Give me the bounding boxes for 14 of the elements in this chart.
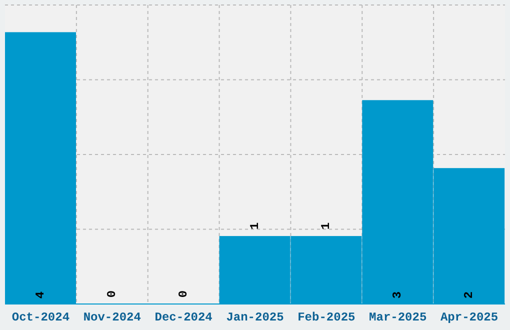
data-label: 4 bbox=[34, 291, 48, 299]
x-tick-label: Nov-2024 bbox=[83, 310, 141, 325]
x-tick-label: Dec-2024 bbox=[154, 310, 212, 325]
x-tick-label: Apr-2025 bbox=[440, 310, 498, 325]
data-label: 2 bbox=[462, 291, 476, 299]
x-tick-label: Oct-2024 bbox=[12, 310, 70, 325]
x-tick-label: Mar-2025 bbox=[369, 310, 427, 325]
data-label: 0 bbox=[176, 290, 190, 298]
data-label: 3 bbox=[390, 291, 405, 299]
data-label: 0 bbox=[104, 290, 119, 298]
data-label: 1 bbox=[319, 222, 334, 230]
x-tick-label: Jan-2025 bbox=[226, 310, 284, 325]
data-label: 1 bbox=[248, 222, 262, 230]
x-tick-label: Feb-2025 bbox=[298, 310, 356, 325]
